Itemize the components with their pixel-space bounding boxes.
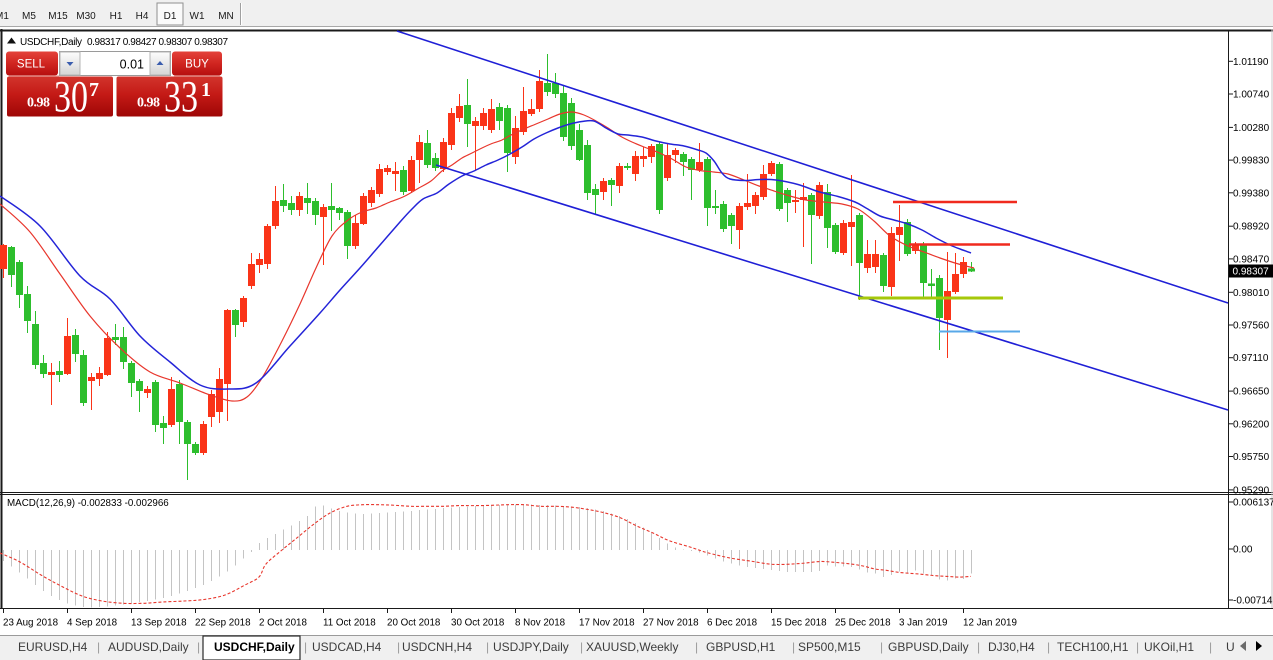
- svg-text:|: |: [792, 640, 795, 654]
- svg-text:8 Nov 2018: 8 Nov 2018: [515, 618, 566, 629]
- svg-text:1.00740: 1.00740: [1233, 90, 1270, 101]
- svg-text:0.95750: 0.95750: [1233, 452, 1270, 463]
- svg-text:30 Oct 2018: 30 Oct 2018: [451, 618, 505, 629]
- svg-text:0.98307: 0.98307: [1233, 267, 1270, 278]
- svg-text:0.98470: 0.98470: [1233, 254, 1270, 265]
- svg-text:0.98920: 0.98920: [1233, 222, 1270, 233]
- svg-text:4 Sep 2018: 4 Sep 2018: [67, 618, 118, 629]
- svg-text:17 Nov 2018: 17 Nov 2018: [579, 618, 635, 629]
- svg-text:H4: H4: [136, 11, 149, 22]
- svg-text:|: |: [397, 640, 400, 654]
- svg-text:DJ30,H4: DJ30,H4: [988, 640, 1035, 654]
- svg-text:0.98010: 0.98010: [1233, 288, 1270, 299]
- svg-text:|: |: [304, 640, 307, 654]
- svg-text:2 Oct 2018: 2 Oct 2018: [259, 618, 307, 629]
- svg-text:30: 30: [54, 72, 88, 121]
- svg-text:|: |: [580, 640, 583, 654]
- svg-text:|: |: [1136, 640, 1139, 654]
- svg-text:M15: M15: [48, 11, 68, 22]
- svg-text:3 Jan 2019: 3 Jan 2019: [899, 618, 947, 629]
- svg-text:0.95290: 0.95290: [1233, 485, 1270, 496]
- svg-text:15 Dec 2018: 15 Dec 2018: [771, 618, 827, 629]
- svg-text:0.98: 0.98: [137, 96, 160, 111]
- svg-text:6 Dec 2018: 6 Dec 2018: [707, 618, 758, 629]
- svg-text:23 Aug 2018: 23 Aug 2018: [3, 618, 59, 629]
- svg-text:0.006137: 0.006137: [1233, 498, 1273, 509]
- svg-text:M30: M30: [76, 11, 96, 22]
- svg-text:EURUSD,H4: EURUSD,H4: [18, 640, 88, 654]
- svg-text:AUDUSD,Daily: AUDUSD,Daily: [108, 640, 189, 654]
- svg-text:0.99380: 0.99380: [1233, 188, 1270, 199]
- svg-text:0.96200: 0.96200: [1233, 419, 1270, 430]
- svg-text:12 Jan 2019: 12 Jan 2019: [963, 618, 1017, 629]
- svg-text:0.99830: 0.99830: [1233, 156, 1270, 167]
- svg-text:W1: W1: [190, 11, 205, 22]
- svg-text:|: |: [880, 640, 883, 654]
- svg-text:1.00280: 1.00280: [1233, 123, 1270, 134]
- svg-text:25 Dec 2018: 25 Dec 2018: [835, 618, 891, 629]
- svg-text:|: |: [197, 640, 200, 654]
- svg-text:GBPUSD,Daily: GBPUSD,Daily: [888, 640, 969, 654]
- svg-text:|: |: [97, 640, 100, 654]
- svg-text:M5: M5: [22, 11, 36, 22]
- svg-text:|: |: [1209, 640, 1212, 654]
- svg-text:7: 7: [89, 79, 99, 101]
- svg-text:UKOil,H1: UKOil,H1: [1144, 640, 1194, 654]
- svg-text:|: |: [486, 640, 489, 654]
- svg-text:|: |: [695, 640, 698, 654]
- svg-text:USDCNH,H4: USDCNH,H4: [402, 640, 472, 654]
- svg-text:0.01: 0.01: [120, 58, 144, 72]
- svg-text:MACD(12,26,9) -0.002833 -0.002: MACD(12,26,9) -0.002833 -0.002966: [7, 498, 169, 509]
- svg-text:USDCHF,Daily: USDCHF,Daily: [214, 640, 295, 654]
- svg-text:MN: MN: [218, 11, 234, 22]
- svg-text:XAUUSD,Weekly: XAUUSD,Weekly: [586, 640, 678, 654]
- svg-text:GBPUSD,H1: GBPUSD,H1: [706, 640, 776, 654]
- svg-text:22 Sep 2018: 22 Sep 2018: [195, 618, 251, 629]
- svg-text:0.97110: 0.97110: [1233, 353, 1269, 364]
- svg-text:U: U: [1226, 640, 1235, 654]
- svg-text:USDCHF,Daily: USDCHF,Daily: [20, 37, 82, 48]
- svg-text:1.01190: 1.01190: [1233, 57, 1269, 68]
- svg-text:|: |: [977, 640, 980, 654]
- svg-text:USDCAD,H4: USDCAD,H4: [312, 640, 382, 654]
- svg-text:M1: M1: [0, 11, 9, 22]
- svg-text:SELL: SELL: [17, 59, 46, 71]
- svg-text:TECH100,H1: TECH100,H1: [1057, 640, 1129, 654]
- svg-text:D1: D1: [164, 11, 177, 22]
- svg-text:SP500,M15: SP500,M15: [798, 640, 861, 654]
- svg-text:USDJPY,Daily: USDJPY,Daily: [493, 640, 569, 654]
- svg-text:13 Sep 2018: 13 Sep 2018: [131, 618, 187, 629]
- svg-text:BUY: BUY: [185, 59, 209, 71]
- svg-text:0.98: 0.98: [27, 96, 50, 111]
- svg-text:H1: H1: [110, 11, 123, 22]
- svg-text:1: 1: [201, 79, 211, 101]
- svg-text:27 Nov 2018: 27 Nov 2018: [643, 618, 699, 629]
- svg-text:0.96650: 0.96650: [1233, 387, 1270, 398]
- svg-text:|: |: [1047, 640, 1050, 654]
- svg-text:0.00: 0.00: [1233, 545, 1253, 556]
- svg-text:33: 33: [164, 72, 198, 121]
- svg-text:11 Oct 2018: 11 Oct 2018: [323, 618, 376, 629]
- svg-text:0.98317 0.98427 0.98307 0.9830: 0.98317 0.98427 0.98307 0.98307: [87, 37, 228, 48]
- svg-text:20 Oct 2018: 20 Oct 2018: [387, 618, 441, 629]
- svg-text:0.97560: 0.97560: [1233, 321, 1270, 332]
